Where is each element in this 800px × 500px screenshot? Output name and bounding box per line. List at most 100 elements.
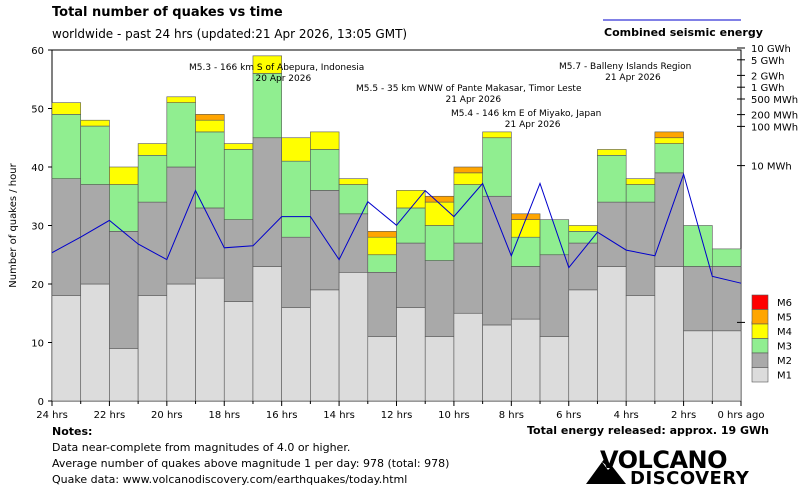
notes-line-3: Quake data: www.volcanodiscovery.com/ear…: [52, 473, 408, 486]
bar-segment-m1-5: [195, 277, 225, 402]
bar-segment-m1-22: [683, 330, 713, 402]
legend-label-m6: M6: [777, 298, 792, 309]
bar-segment-m4-16: [511, 219, 541, 238]
y-tick-label: 30: [31, 222, 44, 233]
x-tick-label: 4 hrs: [614, 410, 639, 421]
logo-line-1: VOLCANO: [600, 446, 728, 474]
y-tick-label: 50: [31, 105, 44, 116]
bar-segment-m3-5: [195, 131, 225, 209]
bar-segment-m2-11: [367, 271, 397, 337]
bar-segment-m3-12: [396, 207, 426, 244]
bar-segment-m1-11: [367, 336, 397, 402]
bar-segment-m1-4: [166, 283, 196, 402]
bar-segment-m4-8: [281, 137, 311, 162]
bar-segment-m1-10: [338, 271, 369, 402]
bar-segment-m3-14: [453, 184, 483, 244]
bar-segment-m5-21: [654, 131, 684, 139]
x-tick-label: 14 hrs: [323, 410, 355, 421]
bar-segment-m5-11: [367, 231, 397, 238]
x-tick-label: 18 hrs: [208, 410, 240, 421]
bar-segment-m3-10: [338, 184, 369, 215]
bar-segment-m2-20: [625, 201, 656, 297]
bar-segment-m1-1: [80, 283, 110, 402]
bar-segment-m4-14: [453, 172, 483, 185]
volcano-logo-icon: [586, 458, 626, 484]
x-tick-label: 8 hrs: [499, 410, 524, 421]
x-tick-label: 6 hrs: [556, 410, 581, 421]
energy-line: [51, 172, 742, 284]
bar-segment-m1-8: [281, 307, 311, 402]
bar-segment-m3-19: [597, 155, 627, 203]
notes-line-2: Average number of quakes above magnitude…: [52, 457, 450, 470]
bar-segment-m3-8: [281, 160, 311, 238]
annotation-text-4: M5.7 - Balleny Islands Region: [559, 62, 691, 72]
annotation-date-1: 20 Apr 2026: [256, 74, 312, 84]
x-tick-label: 10 hrs: [438, 410, 470, 421]
energy-legend-label: Combined seismic energy: [604, 26, 763, 39]
bar-segment-m1-14: [453, 312, 483, 402]
annotation-date-4: 21 Apr 2026: [605, 73, 661, 83]
bar-segment-m4-6: [223, 143, 254, 150]
notes-heading: Notes:: [52, 425, 93, 438]
bar-segment-m3-6: [223, 149, 254, 220]
energy-tick-label: 10 GWh: [751, 44, 791, 55]
bar-segment-m4-11: [367, 236, 397, 256]
logo-line-2: DISCOVERY: [630, 468, 750, 489]
bar-segment-m5-13: [424, 195, 455, 203]
bar-segment-m1-17: [539, 336, 570, 402]
bar-segment-m2-2: [109, 231, 139, 349]
bar-segment-m3-1: [80, 125, 110, 185]
bar-segment-m1-21: [654, 266, 684, 402]
legend-swatch-m5: [751, 309, 769, 325]
annotation-text-1: M5.3 - 166 km S of Abepura, Indonesia: [189, 63, 364, 73]
annotation-date-3: 21 Apr 2026: [505, 120, 561, 130]
y-tick-label: 0: [38, 397, 44, 408]
bar-segment-m1-3: [137, 295, 168, 402]
bar-segment-m2-17: [539, 254, 570, 337]
bar-segment-m1-18: [568, 289, 598, 402]
bar-segment-m3-15: [482, 137, 512, 197]
x-tick-label: 0 hrs ago: [718, 410, 765, 421]
bar-segment-m1-13: [424, 336, 455, 402]
legend-label-m4: M4: [777, 327, 792, 338]
bar-segment-m2-18: [568, 242, 598, 291]
bar-segment-m1-15: [482, 324, 512, 402]
x-tick-label: 24 hrs: [36, 410, 68, 421]
bar-segment-m3-16: [511, 236, 541, 267]
y-tick-label: 60: [31, 46, 44, 57]
bar-segment-m3-3: [137, 155, 168, 203]
bar-segment-m1-19: [597, 266, 627, 402]
energy-tick-label: 500 MWh: [751, 95, 798, 106]
annotation-text-2: M5.5 - 35 km WNW of Pante Makasar, Timor…: [356, 84, 582, 94]
annotation-text-3: M5.4 - 146 km E of Miyako, Japan: [451, 109, 601, 119]
notes: Notes: Data near-complete from magnitude…: [52, 424, 449, 488]
energy-tick-label: 10 MWh: [751, 162, 792, 173]
notes-line-1: Data near-complete from magnitudes of 4.…: [52, 441, 351, 454]
y-tick-label: 40: [31, 163, 44, 174]
bar-segment-m2-8: [281, 236, 311, 308]
bar-segment-m4-18: [568, 225, 598, 232]
energy-tick-label: 100 MWh: [751, 122, 798, 133]
bar-segment-m2-0: [51, 178, 82, 296]
bar-segment-m4-12: [396, 190, 426, 209]
bar-segment-m4-19: [597, 149, 627, 156]
bar-segment-m4-4: [166, 96, 196, 103]
x-tick-label: 20 hrs: [151, 410, 183, 421]
bar-segment-m2-12: [396, 242, 426, 308]
bar-segment-m2-7: [252, 137, 282, 267]
bar-segment-m3-23: [711, 248, 742, 267]
bar-segment-m4-3: [137, 143, 168, 156]
bar-segment-m4-5: [195, 119, 225, 133]
bar-segment-m3-4: [166, 102, 196, 168]
total-energy: Total energy released: approx. 19 GWh: [527, 424, 769, 437]
bar-segment-m3-20: [625, 184, 656, 203]
bar-segment-m1-6: [223, 301, 254, 402]
y-axis-title: Number of quakes / hour: [8, 162, 19, 287]
bar-segment-m2-23: [711, 266, 742, 332]
chart-title: Total number of quakes vs time: [52, 5, 283, 20]
y-tick-label: 10: [31, 339, 44, 350]
annotation-date-2: 21 Apr 2026: [445, 95, 501, 105]
bar-segment-m4-13: [424, 201, 455, 226]
volcano-discovery-logo[interactable]: VOLCANO DISCOVERY: [586, 446, 749, 490]
